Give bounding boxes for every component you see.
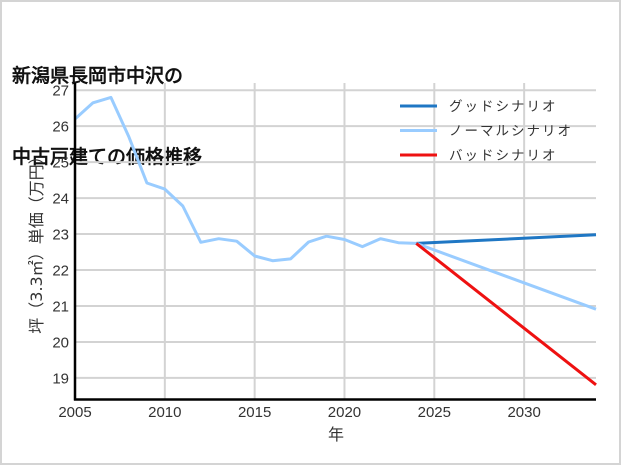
y-tick-label: 27 [52,83,69,100]
x-tick-label: 2020 [328,404,361,421]
x-tick-labels: 2005 2010 2015 2020 2025 2030 [58,404,541,421]
y-tick-label: 22 [52,263,69,280]
x-tick-label: 2010 [148,404,181,421]
data-lines [73,95,597,386]
series-line [73,95,417,263]
y-tick-label: 25 [52,155,69,172]
x-axis-label: 年 [328,425,344,444]
y-tick-label: 26 [52,119,69,136]
y-tick-label: 20 [52,334,69,351]
y-tick-label: 23 [52,227,69,244]
y-tick-labels: 19 20 21 22 23 24 25 26 27 [52,83,69,388]
y-axis-label: 坪（3.3㎡）単価（万円） [27,148,46,333]
y-tick-label: 19 [52,370,69,387]
x-tick-label: 2025 [418,404,451,421]
y-tick-label: 24 [52,191,69,208]
x-tick-label: 2005 [58,404,91,421]
legend-label: バッドシナリオ [449,148,558,164]
axes [73,83,596,401]
legend-item: ノーマルシナリオ [400,124,573,140]
series-line [415,241,597,311]
series-line [416,233,597,245]
legend-item: グッドシナリオ [400,99,558,115]
chart-title: 新潟県長岡市中沢の 中古戸建ての価格推移 [12,9,202,198]
x-tick-label: 2030 [507,404,540,421]
x-tick-label: 2015 [238,404,271,421]
legend-label: グッドシナリオ [449,99,558,115]
y-tick-label: 21 [52,298,69,315]
series-line [415,242,597,386]
legend-label: ノーマルシナリオ [449,124,573,140]
chart-title-line-1: 新潟県長岡市中沢の [12,65,184,87]
legend-item: バッドシナリオ [400,148,558,164]
